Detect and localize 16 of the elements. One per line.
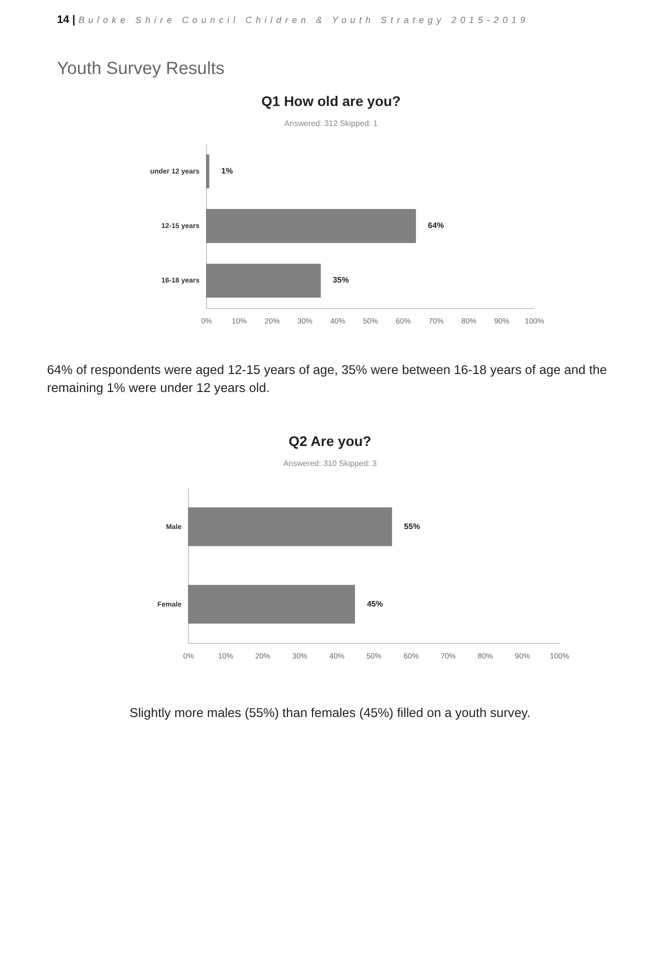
chart-subtitle: Answered: 312 Skipped: 1 <box>284 119 378 128</box>
text: Slightly more males (55%) than females (45%) filled on a youth survey. <box>128 704 532 722</box>
chart-title: Q2 Are you? <box>288 433 372 449</box>
chart-subtitle: Answered: 310 Skipped: 3 <box>283 459 378 468</box>
text: 14 | Buloke Shire Council Children & Youth Strategy 2015-2019 <box>57 14 530 26</box>
bar <box>206 209 416 243</box>
data-label: 55% <box>404 522 420 531</box>
data-label: 64% <box>428 221 444 230</box>
data-label: 1% <box>221 166 233 176</box>
bar <box>206 154 210 188</box>
data-label: 35% <box>332 276 349 285</box>
data-label: 45% <box>366 599 383 608</box>
bar <box>206 264 321 298</box>
chart-title: Q1 How old are you? <box>261 93 401 109</box>
text: 64% of respondents were aged 12-15 years of age, 35% were between 16-18 years of age and the remaining 1% were under 12 years old. <box>47 361 608 397</box>
text: Youth Survey Results <box>57 58 225 79</box>
